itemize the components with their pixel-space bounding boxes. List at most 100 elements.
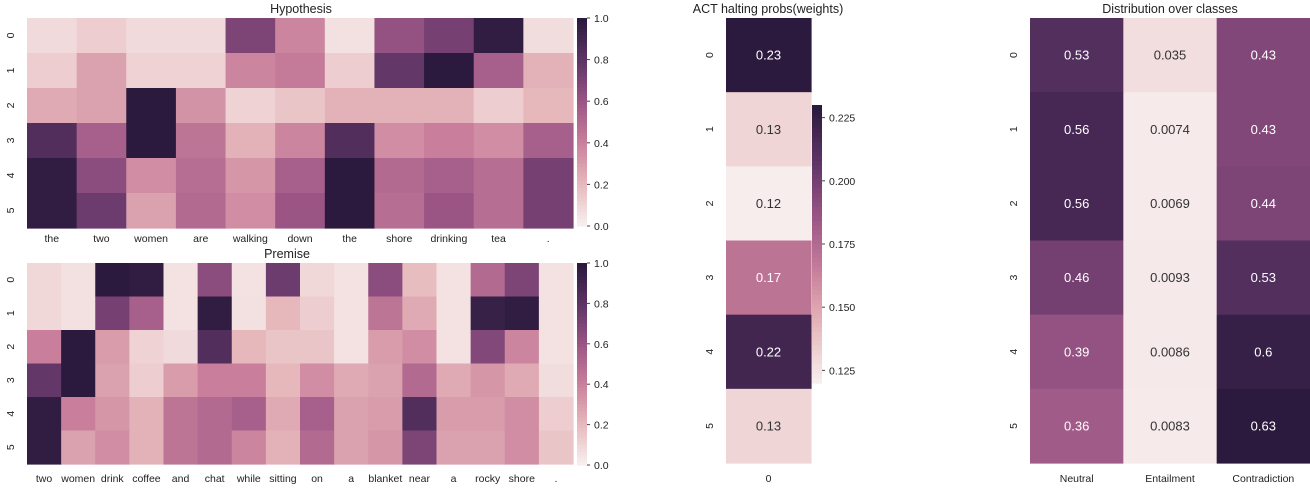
x-tick-label: down: [287, 233, 312, 245]
colorbar-tick-label: 0.2: [594, 179, 609, 191]
colorbar-segment: [577, 70, 587, 75]
colorbar-tick-label: 0.225: [829, 113, 855, 125]
heatmap-cell: [95, 263, 130, 298]
colorbar-segment: [577, 38, 587, 43]
heatmap-cell: [61, 430, 96, 465]
colorbar-segment: [577, 303, 587, 308]
y-tick-label: 1: [1008, 126, 1020, 132]
colorbar-tick-label: 1.0: [594, 13, 609, 25]
heatmap-cell: [61, 296, 96, 331]
heatmap-cell: [95, 296, 130, 331]
heatmap-cell: [27, 363, 62, 398]
heatmap-cell: [1030, 92, 1124, 167]
heatmap-cell: [126, 18, 177, 54]
colorbar-tick-label: 0.0: [594, 221, 609, 233]
heatmap-cell: [27, 430, 62, 465]
heatmap-cell: [126, 158, 177, 194]
heatmap-cell: [275, 158, 326, 194]
colorbar-segment: [577, 205, 587, 210]
heatmap-cell: [1030, 18, 1124, 93]
colorbar-segment: [812, 225, 822, 231]
colorbar-segment: [577, 156, 587, 161]
heatmap-cell: [523, 88, 574, 124]
colorbar-segment: [577, 125, 587, 130]
heatmap-cell: [473, 18, 524, 54]
heatmap-cell: [27, 123, 78, 159]
x-tick-label: two: [93, 233, 110, 245]
cell-annotation: 0.13: [756, 122, 781, 137]
y-tick-label: 4: [5, 172, 17, 178]
heatmap-cell: [538, 397, 574, 432]
heatmap-cell: [1030, 388, 1124, 464]
x-tick-label: a: [348, 473, 354, 485]
heatmap-cell: [374, 18, 425, 54]
colorbar-segment: [812, 341, 822, 347]
heatmap-cell: [523, 53, 574, 89]
chart-title: Distribution over classes: [1102, 2, 1237, 16]
colorbar-segment: [577, 421, 587, 426]
heatmap-cell: [95, 363, 130, 398]
colorbar-segment: [577, 404, 587, 409]
colorbar-segment: [577, 343, 587, 348]
colorbar-segment: [577, 293, 587, 298]
colorbar-segment: [812, 244, 822, 250]
colorbar-segment: [577, 370, 587, 375]
colorbar-segment: [577, 313, 587, 318]
colorbar-segment: [577, 394, 587, 399]
colorbar-segment: [812, 336, 822, 342]
colorbar-segment: [577, 286, 587, 291]
y-tick-label: 2: [5, 344, 17, 350]
colorbar-segment: [577, 149, 587, 154]
colorbar-segment: [577, 461, 587, 466]
heatmap-cell: [163, 397, 199, 432]
colorbar-segment: [577, 201, 587, 206]
heatmap-cell: [334, 330, 369, 365]
heatmap-cell: [1216, 166, 1310, 242]
colorbar-segment: [577, 390, 587, 395]
colorbar-segment: [577, 135, 587, 140]
x-tick-label: on: [311, 473, 323, 485]
y-tick-label: 3: [5, 377, 17, 383]
colorbar-segment: [577, 94, 587, 99]
colorbar-segment: [812, 132, 822, 139]
y-tick-label: 0: [5, 277, 17, 283]
heatmap-cell: [424, 18, 475, 54]
heatmap-cell: [1123, 18, 1218, 93]
colorbar-segment: [812, 165, 822, 171]
y-tick-label: 5: [1008, 423, 1020, 429]
cell-annotation: 0.0069: [1150, 196, 1190, 211]
colorbar-segment: [812, 267, 822, 273]
x-tick-label: walking: [232, 233, 268, 245]
cell-annotation: 0.0086: [1150, 344, 1190, 359]
x-tick-label: a: [451, 473, 457, 485]
colorbar-segment: [812, 276, 822, 282]
heatmap-cell: [231, 296, 267, 331]
colorbar-segment: [577, 194, 587, 199]
colorbar-segment: [812, 146, 822, 152]
colorbar-segment: [577, 115, 587, 120]
colorbar-segment: [812, 169, 822, 176]
colorbar-segment: [577, 401, 587, 405]
colorbar-segment: [812, 220, 822, 227]
heatmap-cell: [368, 363, 403, 398]
colorbar-segment: [812, 179, 822, 185]
heatmap-cell: [402, 430, 438, 465]
colorbar-segment: [577, 300, 587, 304]
chart-title: Hypothesis: [270, 2, 332, 16]
heatmap-cell: [324, 158, 376, 194]
colorbar-tick-label: 0.200: [829, 176, 855, 188]
colorbar-segment: [812, 160, 822, 166]
heatmap-cell: [1123, 166, 1218, 242]
colorbar-segment: [577, 163, 587, 168]
colorbar-segment: [577, 323, 587, 328]
colorbar-segment: [812, 123, 822, 129]
colorbar-tick-label: 0.8: [594, 298, 609, 310]
colorbar-segment: [577, 139, 587, 144]
heatmap-cell: [1216, 240, 1310, 316]
heatmap-cell: [231, 263, 267, 298]
colorbar-segment: [577, 118, 587, 123]
colorbar-segment: [812, 118, 822, 125]
heatmap-cell: [1216, 388, 1310, 464]
colorbar-segment: [577, 132, 587, 137]
colorbar-segment: [577, 174, 587, 179]
